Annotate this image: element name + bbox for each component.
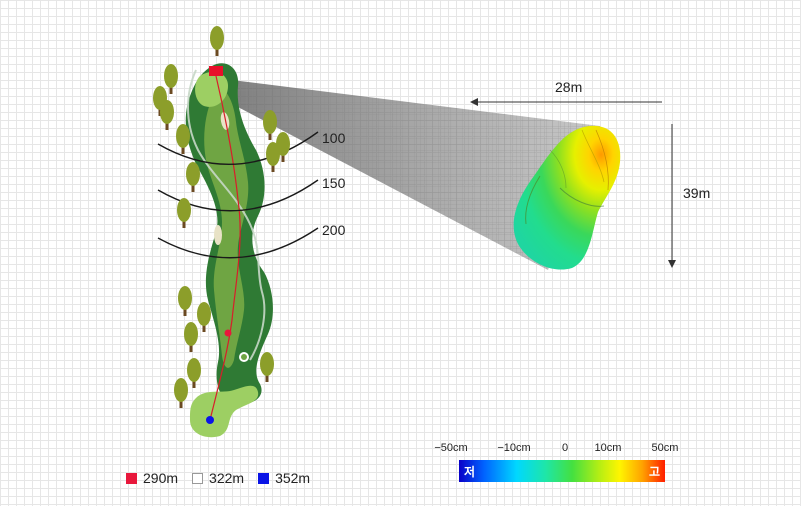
marker-352m [206, 416, 214, 424]
scale-high-label: 고 [648, 465, 660, 479]
marker-290m [224, 329, 232, 337]
legend-item-white: 322m [192, 470, 244, 486]
scale-tick: 10cm [594, 442, 622, 454]
scale-low-label: 저 [464, 465, 476, 479]
marker-legend: 290m 322m 352m [126, 470, 324, 486]
green-elevation-map [513, 125, 621, 270]
green-depth-label: 39m [683, 185, 711, 201]
legend-item-blue: 352m [258, 470, 310, 486]
scale-tick: −50cm [434, 442, 468, 454]
scale-tick: 0 [561, 442, 569, 454]
play-line [209, 75, 241, 421]
legend-item-red: 290m [126, 470, 178, 486]
legend-label: 352m [275, 470, 311, 486]
yardage-label-200: 200 [322, 222, 346, 238]
green-width-label: 28m [555, 79, 583, 95]
yardage-label-150: 150 [322, 175, 346, 191]
scale-tick: 50cm [651, 442, 679, 454]
red-marker-icon [126, 472, 137, 484]
trees [153, 26, 290, 408]
yardage-label-100: 100 [322, 130, 346, 146]
hole-layout [185, 63, 273, 438]
elevation-scale-bar: 저 고 [459, 460, 665, 482]
blue-marker-icon [258, 472, 270, 484]
white-marker-icon [192, 472, 204, 484]
legend-label: 290m [143, 470, 179, 486]
pin-flag-icon [209, 66, 223, 76]
distance-arcs [157, 131, 319, 259]
depth-arrow [668, 124, 676, 268]
projection-wedge [232, 80, 600, 270]
scale-tick: −10cm [497, 442, 531, 454]
width-arrow [470, 98, 662, 106]
legend-label: 322m [209, 470, 245, 486]
